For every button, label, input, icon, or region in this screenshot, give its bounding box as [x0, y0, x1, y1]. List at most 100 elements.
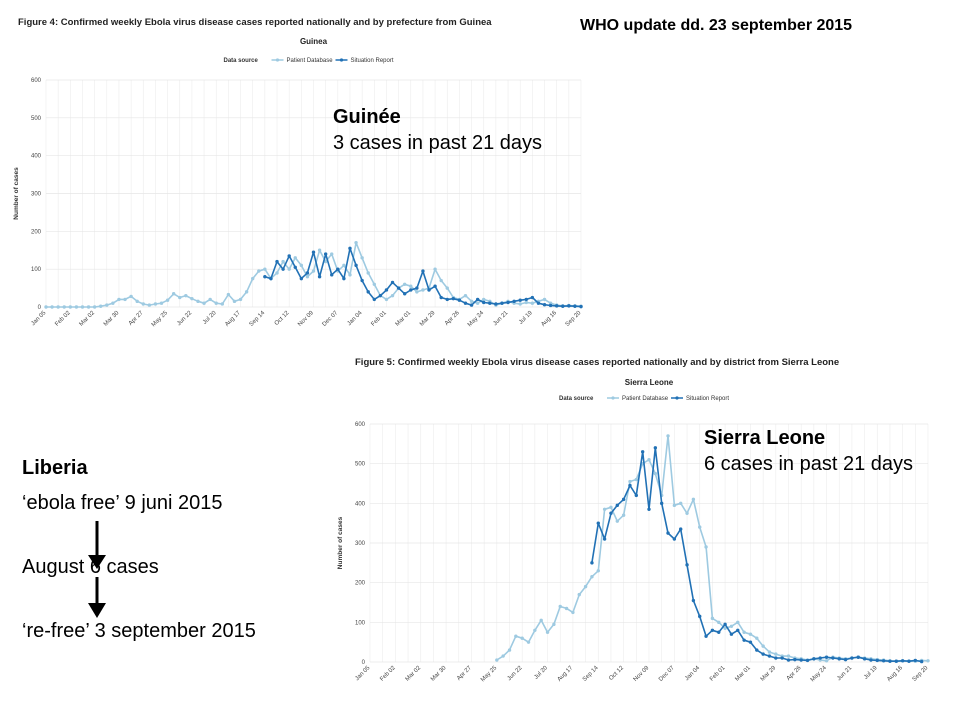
y-tick-label: 500	[355, 462, 366, 468]
data-point	[780, 656, 784, 660]
x-tick-label: Jul 19	[518, 310, 534, 326]
data-point	[596, 569, 600, 573]
data-point	[647, 458, 651, 462]
data-point	[208, 297, 212, 302]
data-point	[530, 301, 535, 305]
y-tick-label: 600	[355, 422, 366, 428]
data-point	[263, 267, 267, 271]
y-tick-label: 300	[31, 192, 42, 198]
data-point	[354, 240, 358, 245]
data-point	[251, 276, 255, 281]
data-point	[850, 656, 854, 660]
chart-title: Sierra Leone	[625, 378, 674, 387]
sierra-leone-chart: Sierra Leone Data source Patient Database S…	[337, 378, 930, 683]
data-point	[501, 654, 505, 658]
x-tick-label: Feb 02	[379, 665, 397, 683]
data-point	[415, 286, 419, 290]
data-point	[402, 282, 407, 286]
data-point	[679, 527, 683, 531]
x-tick-label: Mar 02	[405, 665, 423, 683]
legend-entry: Situation Report	[351, 58, 394, 64]
data-point	[542, 303, 547, 307]
data-point	[494, 302, 498, 306]
guinea-annotation: Guinée 3 cases in past 21 days	[333, 104, 542, 156]
data-point	[653, 471, 658, 476]
data-point	[634, 493, 639, 498]
data-point	[634, 477, 639, 482]
data-point	[396, 286, 401, 290]
data-point	[86, 305, 91, 309]
data-point	[621, 513, 626, 517]
data-point	[463, 301, 468, 305]
x-tick-label: Aug 16	[886, 665, 904, 683]
data-point	[433, 284, 437, 288]
data-point	[451, 296, 456, 301]
x-tick-label: Mar 29	[760, 665, 778, 683]
data-point	[685, 563, 689, 567]
data-point	[257, 269, 261, 273]
down-arrow-icon	[88, 521, 106, 569]
x-tick-label: Apr 27	[456, 665, 473, 682]
legend-entry: Patient Database	[287, 58, 334, 64]
data-point	[457, 298, 462, 302]
data-point	[117, 297, 121, 302]
data-point	[786, 658, 791, 662]
data-point	[475, 297, 480, 302]
x-tick-label: Sep 14	[249, 310, 267, 328]
y-tick-label: 200	[355, 581, 366, 587]
x-tick-label: Oct 12	[608, 665, 625, 682]
data-point	[439, 295, 443, 300]
data-point	[577, 592, 581, 597]
data-point	[524, 297, 528, 302]
data-point	[44, 305, 48, 309]
data-point	[774, 652, 778, 656]
data-point	[305, 271, 310, 275]
data-point	[571, 610, 575, 615]
data-point	[767, 650, 772, 654]
y-tick-label: 400	[31, 154, 42, 160]
liberia-re-free-line: ‘re-free’ 3 september 2015	[22, 620, 256, 642]
data-point	[666, 434, 670, 438]
data-point	[672, 537, 677, 541]
data-point	[609, 505, 613, 509]
data-point	[767, 654, 772, 658]
data-point	[564, 606, 569, 611]
data-point	[147, 303, 152, 307]
data-point	[311, 250, 316, 254]
data-point	[748, 640, 753, 644]
data-point	[50, 305, 54, 309]
x-tick-label: Jun 21	[492, 310, 509, 327]
data-point	[421, 288, 425, 292]
data-point	[742, 630, 746, 634]
data-point	[159, 301, 164, 305]
legend-marker	[339, 58, 344, 62]
series-line	[591, 447, 922, 663]
data-point	[287, 254, 291, 258]
data-point	[330, 252, 334, 256]
data-point	[875, 658, 879, 663]
data-point	[74, 305, 79, 309]
data-point	[590, 561, 594, 565]
series-situation-report	[263, 246, 583, 309]
chart-title: Guinea	[300, 37, 328, 46]
data-point	[390, 280, 395, 285]
data-point	[843, 657, 848, 662]
data-point	[512, 299, 516, 304]
legend-marker	[611, 396, 615, 400]
data-point	[390, 293, 395, 298]
data-point	[659, 501, 664, 506]
x-tick-label: Oct 12	[274, 310, 291, 327]
data-point	[524, 300, 528, 305]
data-point	[583, 584, 588, 589]
data-point	[141, 302, 145, 306]
x-tick-label: Jan 04	[347, 310, 364, 327]
data-point	[579, 304, 583, 309]
data-point	[92, 305, 97, 309]
data-point	[469, 303, 474, 307]
data-point	[433, 267, 437, 271]
data-point	[244, 290, 249, 294]
data-point	[526, 640, 531, 644]
liberia-title: Liberia	[22, 457, 88, 479]
data-point	[348, 246, 352, 251]
data-point	[907, 659, 911, 663]
